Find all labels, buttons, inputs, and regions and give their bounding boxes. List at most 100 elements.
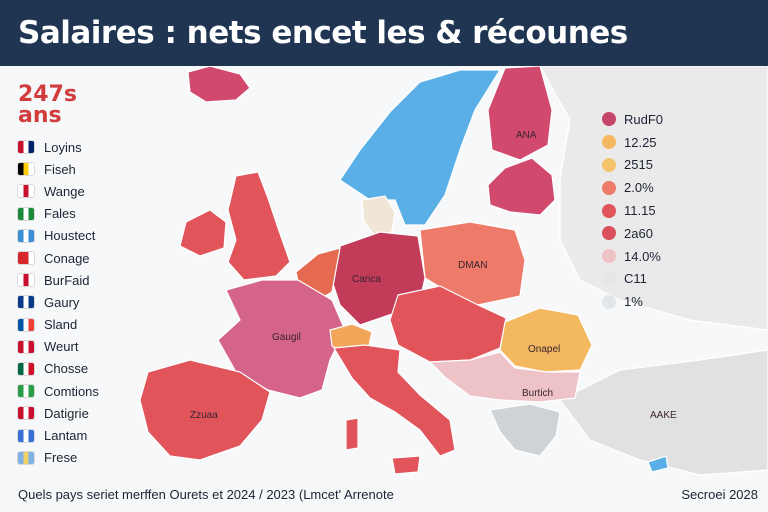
map-region-italy[interactable] bbox=[332, 344, 456, 457]
map-region-baltics[interactable] bbox=[487, 157, 556, 216]
footer-question: Quels pays seriet merffen Ourets et 2024… bbox=[18, 487, 394, 502]
flag-icon bbox=[18, 163, 34, 176]
map-region-finland[interactable] bbox=[487, 66, 553, 161]
legend-item: 2.0% bbox=[602, 176, 712, 199]
map-label: Zzuaa bbox=[190, 410, 218, 421]
legend-label: 12.25 bbox=[624, 134, 657, 150]
legend-swatch bbox=[602, 157, 616, 172]
country-item[interactable]: Frese bbox=[18, 447, 148, 469]
map-region-russia[interactable] bbox=[539, 66, 768, 331]
map-region-uk[interactable] bbox=[227, 171, 291, 281]
legend-label: 1% bbox=[624, 294, 643, 310]
map-region-ireland[interactable] bbox=[179, 209, 227, 257]
country-panel: 247s ans Loyins Fiseh Wange Fales Houste… bbox=[18, 84, 148, 469]
legend-item: 14.0% bbox=[602, 245, 712, 268]
legend-swatch bbox=[602, 271, 616, 286]
flag-icon bbox=[18, 451, 34, 464]
country-item[interactable]: Datigrie bbox=[18, 402, 148, 424]
country-label: Lantam bbox=[44, 428, 88, 444]
country-label: Fales bbox=[44, 206, 76, 222]
flag-icon bbox=[18, 340, 34, 353]
legend-item: 2a60 bbox=[602, 222, 712, 245]
flag-icon bbox=[18, 296, 34, 309]
footer-source: Secroei 2028 bbox=[681, 487, 758, 502]
legend-swatch bbox=[602, 203, 616, 218]
map-label: Gaugil bbox=[272, 332, 301, 343]
age-label: 247s ans bbox=[18, 82, 78, 128]
country-item[interactable]: BurFaid bbox=[18, 269, 148, 291]
map-region-romania[interactable] bbox=[499, 307, 593, 373]
legend-item: 1% bbox=[602, 290, 712, 313]
map-labels: ANA DMAN Carica Gaugil Zzuaa Onapel Burt… bbox=[190, 130, 677, 421]
legend-swatch bbox=[602, 294, 616, 309]
map-region-balkans[interactable] bbox=[428, 351, 581, 403]
map-region-cyprus[interactable] bbox=[647, 455, 669, 473]
flag-icon bbox=[18, 185, 34, 198]
flag-icon bbox=[18, 429, 34, 442]
map-label: Carica bbox=[352, 274, 381, 285]
country-item[interactable]: Fiseh bbox=[18, 158, 148, 180]
country-item[interactable]: Comtions bbox=[18, 380, 148, 402]
legend-item: 2515 bbox=[602, 154, 712, 177]
country-label: Fiseh bbox=[44, 161, 76, 177]
map-region-scandinavia[interactable] bbox=[339, 69, 502, 226]
legend-item: RudF0 bbox=[602, 108, 712, 131]
country-item[interactable]: Chosse bbox=[18, 358, 148, 380]
map-region-iceland[interactable] bbox=[187, 66, 251, 103]
legend-swatch bbox=[602, 226, 616, 241]
country-list: Loyins Fiseh Wange Fales Houstect Conage… bbox=[18, 136, 148, 469]
country-label: Gaury bbox=[44, 294, 80, 310]
map-region-sardinia[interactable] bbox=[345, 417, 359, 451]
legend-label: 11.15 bbox=[624, 203, 656, 219]
country-item[interactable]: Houstect bbox=[18, 225, 148, 247]
flag-icon bbox=[18, 274, 34, 287]
legend-label: 2a60 bbox=[624, 225, 653, 241]
country-item[interactable]: Wange bbox=[18, 180, 148, 202]
map-label: AAKE bbox=[650, 410, 677, 421]
europe-map: ANA DMAN Carica Gaugil Zzuaa Onapel Burt… bbox=[0, 66, 768, 482]
flag-icon bbox=[18, 318, 34, 331]
map-region-denmark[interactable] bbox=[361, 195, 396, 237]
country-label: Datigrie bbox=[44, 405, 89, 421]
map-region-greece[interactable] bbox=[489, 403, 561, 457]
legend-label: 2515 bbox=[624, 157, 653, 173]
country-item[interactable]: Fales bbox=[18, 203, 148, 225]
country-label: Comtions bbox=[44, 383, 99, 399]
legend-list: RudF0 12.25 2515 2.0% 11.15 2a60 14.0% C… bbox=[602, 108, 712, 313]
legend-label: 2.0% bbox=[624, 180, 654, 196]
country-item[interactable]: Gaury bbox=[18, 291, 148, 313]
country-label: Sland bbox=[44, 317, 78, 333]
country-label: Weurt bbox=[44, 339, 79, 355]
legend-swatch bbox=[602, 249, 616, 264]
country-item[interactable]: Sland bbox=[18, 314, 148, 336]
country-label: Houstect bbox=[44, 228, 96, 244]
country-label: Chosse bbox=[44, 361, 89, 377]
map-region-poland[interactable] bbox=[419, 221, 526, 306]
country-item[interactable]: Lantam bbox=[18, 424, 148, 446]
country-item[interactable]: Loyins bbox=[18, 136, 148, 158]
map-region-sicily[interactable] bbox=[391, 455, 421, 475]
flag-icon bbox=[18, 252, 34, 265]
legend-swatch bbox=[602, 112, 616, 127]
flag-icon bbox=[18, 229, 34, 242]
legend-item: C11 bbox=[602, 268, 712, 291]
legend-label: 14.0% bbox=[624, 248, 661, 264]
flag-icon bbox=[18, 362, 34, 375]
legend-swatch bbox=[602, 180, 616, 195]
header-bar: Salaires : nets encet les & récounes bbox=[0, 0, 768, 66]
page-title: Salaires : nets encet les & récounes bbox=[18, 15, 628, 51]
map-label: DMAN bbox=[458, 260, 487, 271]
country-item[interactable]: Conage bbox=[18, 247, 148, 269]
flag-icon bbox=[18, 407, 34, 420]
legend-swatch bbox=[602, 135, 616, 150]
country-label: Loyins bbox=[44, 139, 82, 155]
map-region-france[interactable] bbox=[217, 279, 346, 399]
country-item[interactable]: Weurt bbox=[18, 336, 148, 358]
map-region-iberia[interactable] bbox=[139, 359, 271, 461]
country-label: BurFaid bbox=[44, 272, 90, 288]
map-region-central[interactable] bbox=[389, 285, 507, 363]
legend-label: RudF0 bbox=[624, 111, 664, 127]
map-region-turkey[interactable] bbox=[559, 349, 768, 476]
country-label: Conage bbox=[44, 250, 90, 266]
country-label: Wange bbox=[44, 183, 85, 199]
